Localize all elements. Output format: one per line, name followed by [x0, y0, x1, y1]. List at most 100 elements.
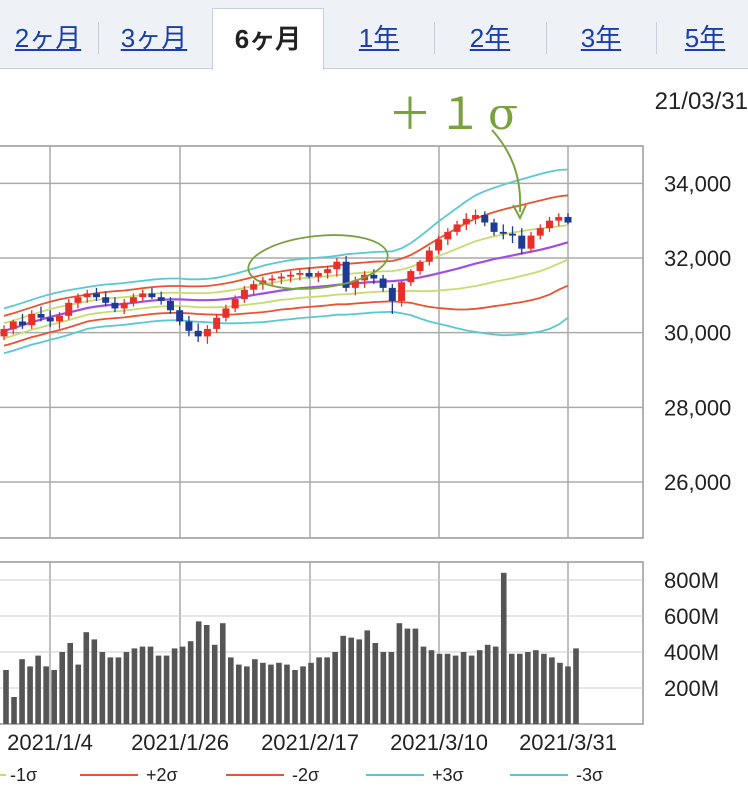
volume-bar: [292, 670, 298, 724]
candle-body: [435, 239, 443, 251]
candle-body: [194, 330, 202, 337]
volume-bar: [43, 666, 49, 724]
candle-body: [314, 272, 322, 277]
volume-bar: [404, 628, 411, 724]
volume-bar: [19, 659, 25, 724]
volume-bar: [244, 666, 250, 724]
tab-1-year[interactable]: 1年: [358, 23, 400, 53]
volume-bar: [476, 650, 483, 724]
volume-tick-label: 800M: [664, 568, 719, 593]
candle-body: [425, 250, 433, 262]
stock-chart: 34,000 32,000 30,000 28,000 26,000 800M 600M 4…: [0, 129, 731, 755]
volume-bar: [452, 655, 459, 724]
legend-label: -3σ: [576, 765, 603, 785]
volume-bar: [332, 652, 338, 724]
volume-bar: [316, 657, 322, 724]
candle-body: [481, 215, 489, 223]
candle-body: [296, 272, 304, 275]
volume-bar: [300, 666, 306, 724]
volume-bar: [179, 646, 186, 724]
candle-body: [222, 308, 230, 318]
volume-bar: [492, 646, 499, 724]
price-tick-label: 26,000: [664, 470, 731, 495]
candlesticks: [0, 209, 572, 344]
tab-6-months[interactable]: 6ヶ月: [212, 8, 324, 70]
tab-separator: [98, 22, 99, 54]
candle-body: [185, 321, 193, 331]
chart-date-label: 21/03/31: [654, 88, 748, 115]
bollinger-bands: [3, 168, 569, 355]
volume-bar: [396, 623, 403, 724]
volume-bar: [557, 662, 563, 724]
candle-body: [536, 228, 544, 236]
candle-body: [370, 274, 378, 279]
candle-body: [240, 289, 248, 300]
volume-bar: [276, 662, 282, 724]
candle-body: [509, 233, 517, 236]
tab-5-years[interactable]: 5年: [684, 23, 726, 53]
volume-bar: [67, 643, 74, 724]
volume-bar: [324, 657, 330, 724]
candle-body: [74, 297, 82, 303]
volume-bar: [59, 652, 65, 724]
volume-bar: [195, 621, 202, 724]
volume-bar: [388, 652, 395, 724]
candle-body: [490, 222, 498, 232]
volume-bar: [51, 670, 57, 724]
candle-body: [333, 261, 341, 270]
candle-body: [28, 314, 36, 326]
candle-body: [111, 302, 119, 309]
volume-bar: [203, 625, 210, 724]
candle-body: [351, 280, 359, 288]
tab-3-months[interactable]: 3ヶ月: [120, 23, 188, 53]
volume-axis: 800M 600M 400M 200M: [664, 568, 719, 701]
candle-body: [546, 220, 554, 229]
volume-bar: [123, 652, 130, 724]
volume-bar: [187, 641, 194, 724]
tab-2-years[interactable]: 2年: [469, 23, 511, 53]
volume-bar: [436, 653, 443, 724]
band-m2: [3, 284, 569, 347]
chart-grid: [0, 145, 644, 725]
chart-legend: -1σ +2σ -2σ +3σ -3σ: [0, 762, 748, 786]
candle-body: [407, 271, 415, 283]
band-p3: [3, 168, 569, 310]
candle-body: [324, 269, 332, 273]
price-tick-label: 30,000: [664, 321, 731, 346]
candle-body: [157, 297, 165, 301]
volume-bar: [549, 657, 555, 724]
date-axis: 2021/1/4 2021/1/26 2021/2/17 2021/3/10 2021/…: [7, 730, 617, 755]
price-axis: 34,000 32,000 30,000 28,000 26,000: [664, 171, 731, 495]
candle-body: [527, 235, 535, 249]
date-tick-label: 2021/2/17: [261, 730, 359, 755]
candle-body: [472, 215, 480, 219]
candle-body: [462, 218, 470, 225]
candle-body: [564, 216, 572, 223]
candle-body: [203, 328, 211, 337]
volume-bar: [573, 648, 579, 724]
volume-bar: [428, 650, 435, 724]
band-m3: [3, 310, 569, 355]
candle-body: [120, 302, 128, 309]
candle-body: [18, 321, 26, 326]
volume-bar: [131, 648, 138, 724]
candle-body: [416, 261, 424, 272]
candle-body: [176, 310, 184, 322]
candle-body: [444, 231, 452, 240]
volume-bar: [11, 697, 17, 724]
volume-bar: [83, 632, 90, 724]
legend-label: -2σ: [292, 765, 319, 785]
candle-body: [129, 297, 137, 303]
volume-bar: [565, 666, 571, 724]
candle-body: [148, 293, 156, 298]
legend-items: -1σ +2σ -2σ +3σ -3σ: [0, 765, 603, 785]
date-tick-label: 2021/3/31: [519, 730, 617, 755]
volume-bar: [171, 648, 178, 724]
tab-3-years[interactable]: 3年: [580, 23, 622, 53]
tab-separator: [656, 22, 657, 54]
date-tick-label: 2021/3/10: [390, 730, 488, 755]
volume-bar: [356, 639, 363, 724]
volume-bar: [139, 646, 146, 724]
volume-bar: [500, 572, 507, 724]
tab-2-months[interactable]: 2ヶ月: [14, 23, 82, 53]
